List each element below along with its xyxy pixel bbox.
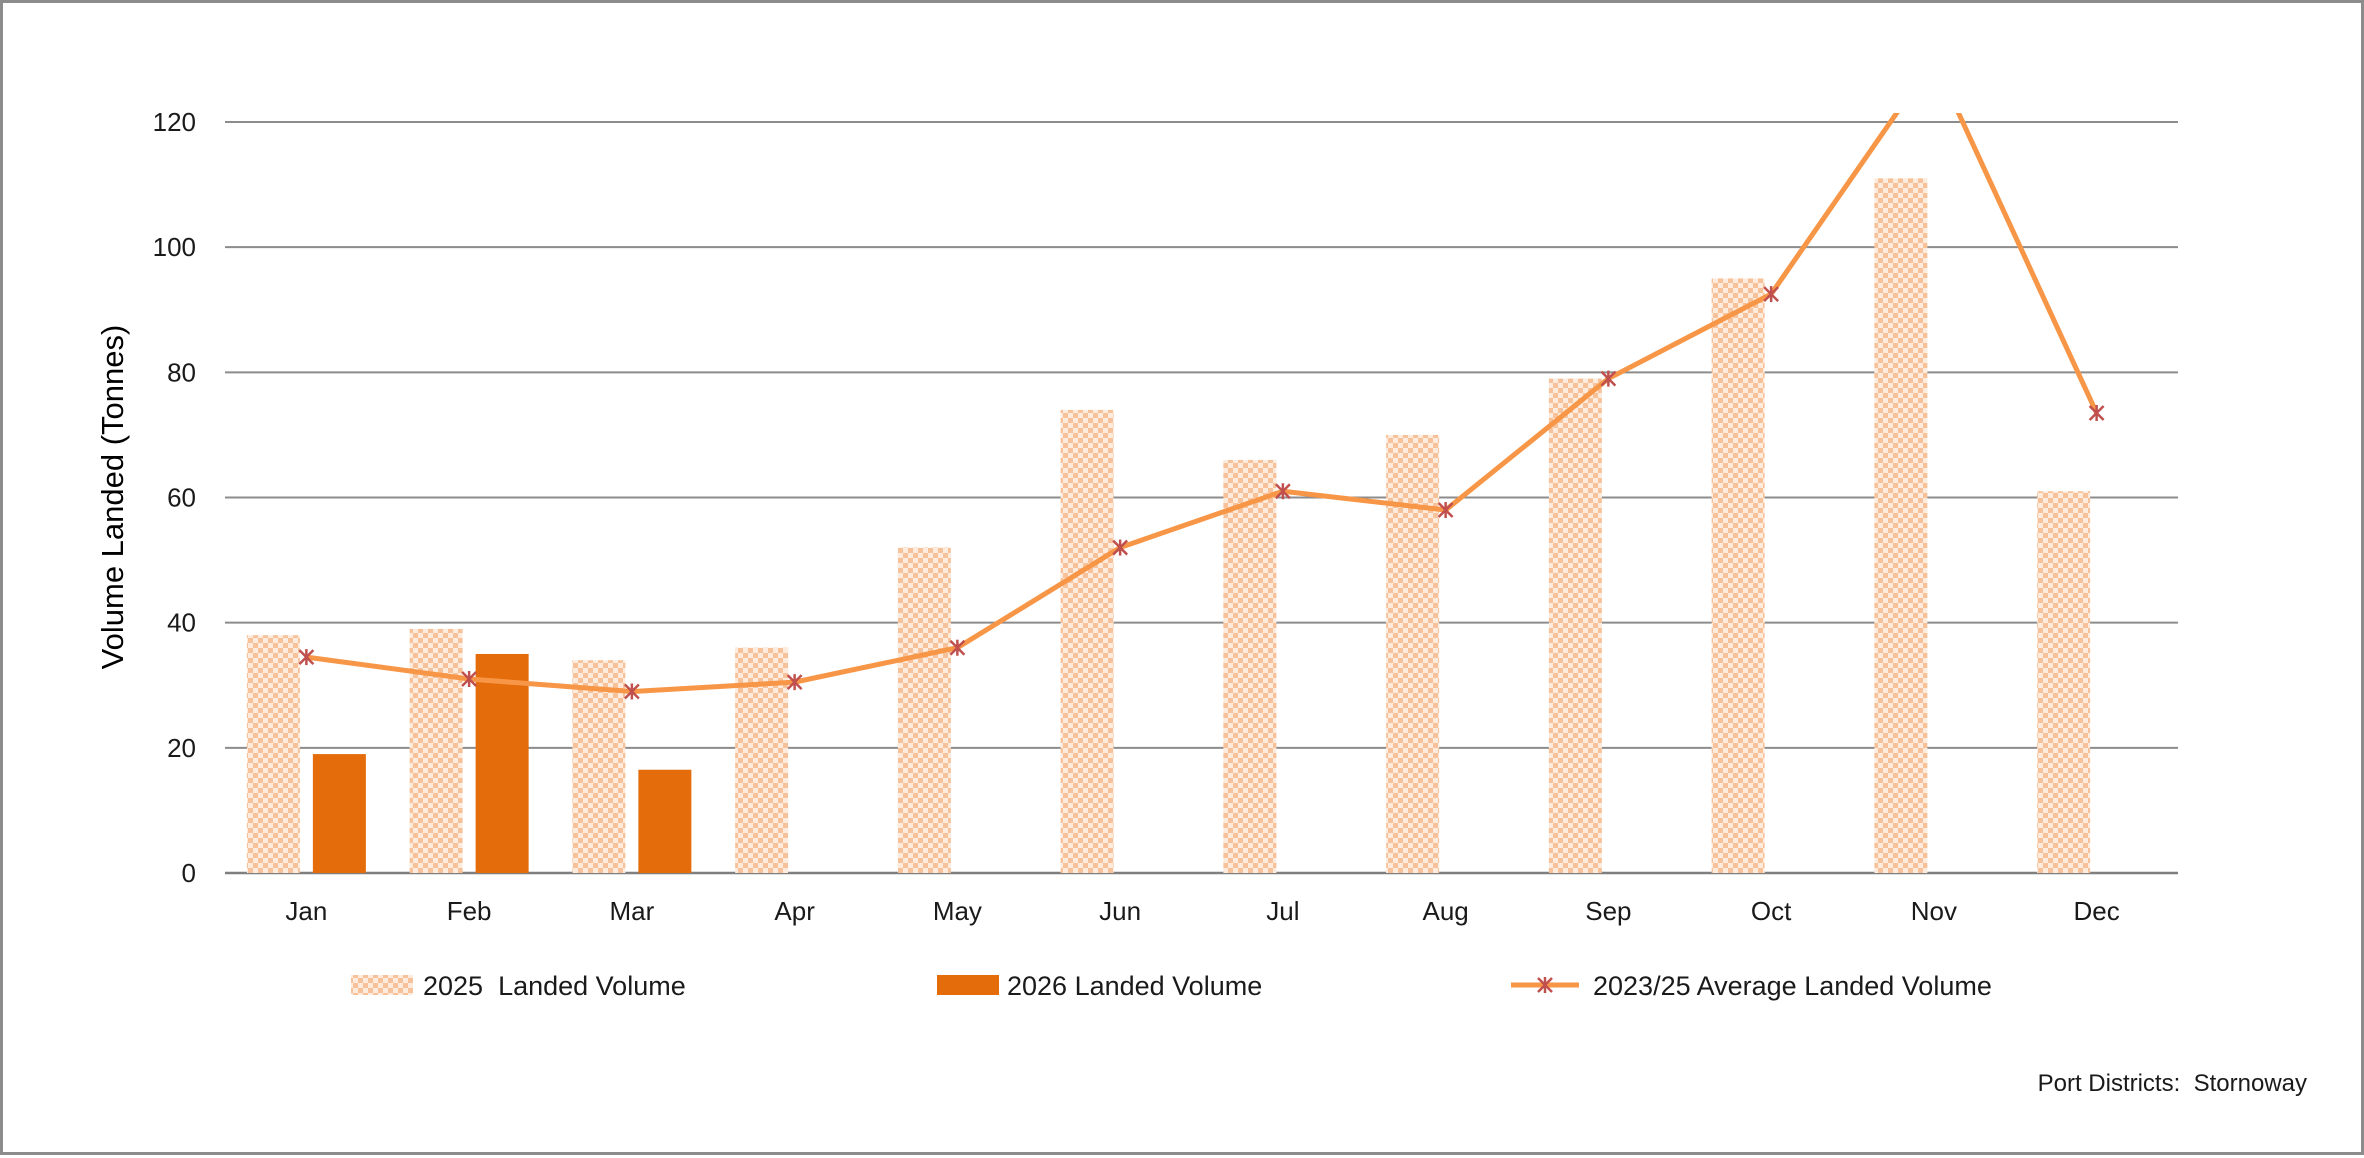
average-series-line xyxy=(306,113,2099,695)
average-point-mar xyxy=(623,683,640,700)
average-point-feb xyxy=(461,670,478,687)
legend-swatch-2026 xyxy=(937,975,999,995)
y-axis-title: Volume Landed (Tonnes) xyxy=(95,325,130,670)
y-tick-label: 80 xyxy=(167,357,196,387)
legend: 2025 Landed Volume 2026 Landed Volume 20… xyxy=(351,971,1992,1001)
bar-2025-oct xyxy=(1711,278,1765,873)
x-tick-label-dec: Dec xyxy=(2074,896,2120,926)
y-tick-label: 20 xyxy=(167,733,196,763)
x-tick-label-nov: Nov xyxy=(1911,896,1957,926)
average-point-jul xyxy=(1274,483,1291,500)
bar-2026-jan xyxy=(312,754,366,873)
chart-svg: 0 20 40 60 80 100 120 Jan Feb Mar Apr May Jun Jul Aug… xyxy=(95,51,2307,1097)
legend-label-average: 2023/25 Average Landed Volume xyxy=(1593,971,1992,1001)
y-tick-label: 120 xyxy=(153,107,196,137)
port-district-footnote: Port Districts: Stornoway xyxy=(2038,1070,2307,1097)
average-point-jan xyxy=(298,649,315,666)
average-point-jun xyxy=(1112,539,1129,556)
legend-swatch-average-marker xyxy=(1537,977,1553,993)
x-tick-label-sep: Sep xyxy=(1585,896,1631,926)
average-point-nov xyxy=(1927,51,1941,67)
x-tick-labels: Jan Feb Mar Apr May Jun Jul Aug Sep Oct Nov Dec xyxy=(285,896,2119,926)
bar-2025-nov xyxy=(1874,178,1928,873)
legend-item-2025: 2025 Landed Volume xyxy=(351,971,686,1001)
bar-2026-feb xyxy=(475,653,529,873)
legend-swatch-2025 xyxy=(351,975,413,995)
bar-2025-aug xyxy=(1386,434,1440,873)
bar-2026-mar xyxy=(638,769,692,873)
y-tick-label: 60 xyxy=(167,483,196,513)
y-tick-label: 0 xyxy=(182,858,196,888)
x-tick-label-mar: Mar xyxy=(609,896,654,926)
x-tick-label-aug: Aug xyxy=(1422,896,1468,926)
average-point-dec xyxy=(2088,405,2105,422)
bar-2025-jan xyxy=(246,635,300,873)
average-point-sep xyxy=(1600,370,1617,387)
gridlines xyxy=(225,121,2178,875)
legend-item-average: 2023/25 Average Landed Volume xyxy=(1511,971,1992,1001)
x-tick-label-may: May xyxy=(933,896,982,926)
x-tick-label-feb: Feb xyxy=(447,896,492,926)
bar-2025-jun xyxy=(1060,409,1114,873)
bars xyxy=(246,178,2091,873)
bar-2025-jul xyxy=(1223,459,1277,873)
legend-label-2025: 2025 Landed Volume xyxy=(423,971,686,1001)
x-tick-label-jan: Jan xyxy=(285,896,327,926)
average-line xyxy=(298,51,2105,700)
bar-2025-dec xyxy=(2037,491,2091,873)
x-tick-label-jul: Jul xyxy=(1266,896,1299,926)
y-tick-label: 40 xyxy=(167,608,196,638)
x-tick-label-jun: Jun xyxy=(1099,896,1141,926)
x-tick-label-oct: Oct xyxy=(1751,896,1792,926)
legend-item-2026: 2026 Landed Volume xyxy=(937,971,1262,1001)
average-point-may xyxy=(949,639,966,656)
x-tick-label-apr: Apr xyxy=(774,896,815,926)
average-point-oct xyxy=(1763,286,1780,303)
bar-2025-mar xyxy=(572,660,626,873)
y-tick-label: 100 xyxy=(153,232,196,262)
bar-2025-sep xyxy=(1548,378,1602,873)
legend-label-2026: 2026 Landed Volume xyxy=(1007,971,1262,1001)
bar-2025-may xyxy=(897,547,951,873)
y-tick-labels: 0 20 40 60 80 100 120 xyxy=(153,107,196,888)
average-point-aug xyxy=(1437,502,1454,519)
average-point-apr xyxy=(786,674,803,691)
bar-2025-feb xyxy=(409,628,463,873)
